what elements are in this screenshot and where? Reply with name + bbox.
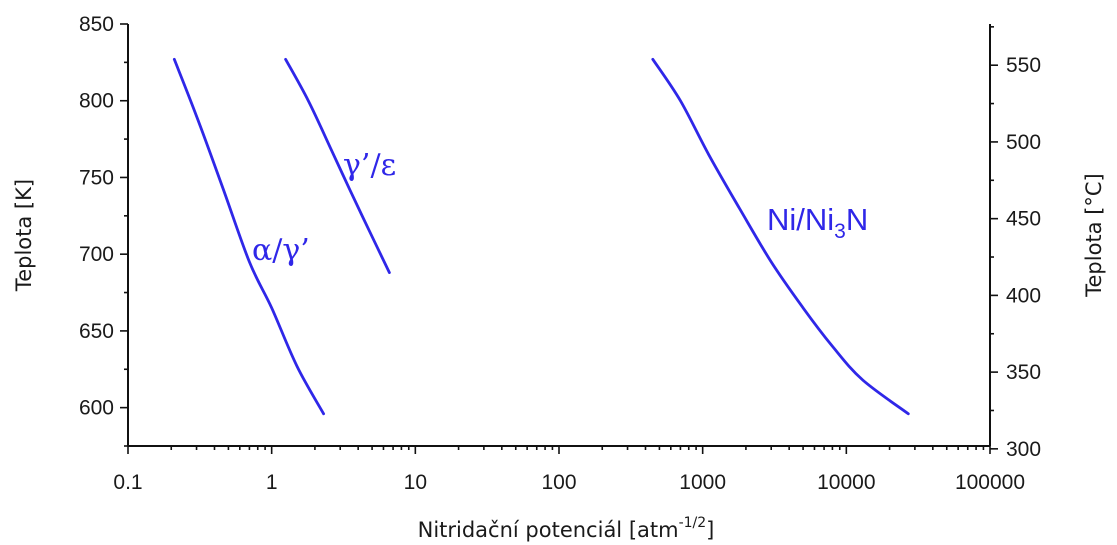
y2-tick-label: 550: [1006, 54, 1041, 77]
series-label-gamma-epsilon: γ’/ε: [343, 148, 396, 183]
series-label-alpha-gamma: α/γ’: [252, 233, 310, 268]
y2-tick-label: 300: [1006, 438, 1041, 461]
series-label-ni-ni3n: Ni/Ni3N: [767, 202, 868, 243]
curve-alpha-gamma: [172, 57, 325, 416]
x-axis-title-end: ]: [706, 518, 714, 542]
curves: [172, 57, 910, 416]
ticks: [120, 23, 998, 454]
x-tick-label: 10: [404, 471, 427, 494]
x-tick-label: 100: [541, 471, 576, 494]
curve-gamma-epsilon: [284, 57, 391, 274]
ni-label-part: Ni/Ni: [767, 202, 834, 237]
x-tick-label: 0.1: [113, 471, 142, 494]
y2-tick-label: 400: [1006, 284, 1041, 307]
tick-labels: 0.1 1 10 100 1000 10000 100000 600 650 700 750 800 8…: [79, 13, 1041, 494]
x-tick-label: 1: [266, 471, 278, 494]
x-tick-label: 10000: [817, 471, 875, 494]
x-axis-title-main: Nitridační potenciál [atm: [418, 518, 679, 542]
y-tick-label: 850: [79, 13, 114, 36]
y-tick-label: 700: [79, 243, 114, 266]
y-tick-label: 750: [79, 166, 114, 189]
x-axis-title-superscript: -1/2: [679, 515, 707, 531]
x-tick-label: 100000: [955, 471, 1025, 494]
y-tick-label: 800: [79, 90, 114, 113]
y-axis-title-right: Teplota [°C]: [1082, 173, 1106, 298]
ni-label-subscript: 3: [834, 220, 846, 243]
y-tick-label: 600: [79, 397, 114, 420]
x-axis-title: Nitridační potenciál [atm-1/2]: [418, 515, 715, 542]
y2-tick-label: 500: [1006, 131, 1041, 154]
x-tick-label: 1000: [679, 471, 726, 494]
y-tick-label: 650: [79, 320, 114, 343]
y2-tick-label: 350: [1006, 361, 1041, 384]
ni-label-part-end: N: [846, 202, 868, 237]
curve-ni-ni3n: [651, 57, 910, 416]
y2-tick-label: 450: [1006, 208, 1041, 231]
y-axis-title-left: Teplota [K]: [12, 179, 36, 292]
